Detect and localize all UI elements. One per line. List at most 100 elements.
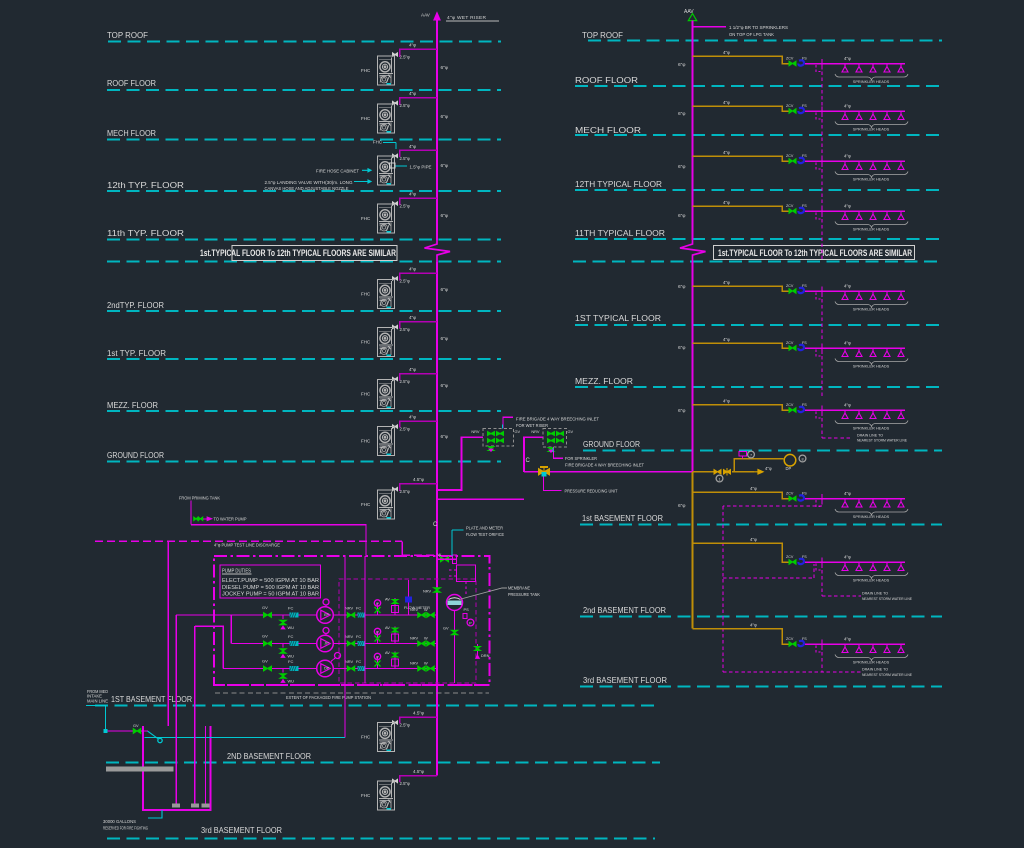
svg-text:TOP ROOF: TOP ROOF xyxy=(107,31,148,40)
svg-text:GV: GV xyxy=(133,723,139,728)
svg-text:FC: FC xyxy=(356,634,361,639)
svg-text:1ST TYPICAL FLOOR: 1ST TYPICAL FLOOR xyxy=(575,314,661,323)
svg-text:FHC: FHC xyxy=(361,502,371,507)
svg-text:PUMP DUTIES: PUMP DUTIES xyxy=(222,569,251,575)
svg-text:2nd BASEMENT FLOOR: 2nd BASEMENT FLOOR xyxy=(583,606,666,615)
svg-text:2.5"φ LANDING VALVE WITH(30)m.: 2.5"φ LANDING VALVE WITH(30)m. LONG xyxy=(265,180,354,185)
svg-text:11TH TYPICAL FLOOR: 11TH TYPICAL FLOOR xyxy=(575,229,665,238)
svg-text:FS: FS xyxy=(802,341,807,345)
svg-text:JP: JP xyxy=(324,642,329,646)
svg-text:1st.TYPICAL FLOOR To 12th: 1st.TYPICAL FLOOR To 12th TYPICAL FLOORS… xyxy=(718,248,912,259)
svg-text:6"φ: 6"φ xyxy=(441,65,448,71)
svg-text:4"φ: 4"φ xyxy=(844,154,851,159)
svg-text:6"φ: 6"φ xyxy=(678,345,685,351)
svg-text:4"φ: 4"φ xyxy=(844,204,851,209)
svg-text:ZCV: ZCV xyxy=(786,104,794,108)
svg-text:C: C xyxy=(526,458,531,464)
svg-text:4"φ: 4"φ xyxy=(723,280,730,285)
svg-text:FROM MED: FROM MED xyxy=(87,689,108,694)
svg-text:4"φ: 4"φ xyxy=(723,150,730,155)
svg-text:NRV: NRV xyxy=(410,661,419,666)
svg-text:FS: FS xyxy=(802,492,807,496)
svg-text:PRESSURE REDUCING UNIT: PRESSURE REDUCING UNIT xyxy=(565,489,618,494)
svg-text:4.5"φ: 4.5"φ xyxy=(413,711,424,716)
svg-text:FS: FS xyxy=(802,637,807,641)
svg-text:SPRINKLER HEADS: SPRINKLER HEADS xyxy=(853,177,890,182)
svg-text:ON TOP OF LPG TANK: ON TOP OF LPG TANK xyxy=(729,32,774,37)
svg-text:SPRINKLER HEADS: SPRINKLER HEADS xyxy=(853,127,890,132)
svg-text:FROM PRIMING TANK: FROM PRIMING TANK xyxy=(179,496,220,501)
svg-text:W: W xyxy=(424,607,428,612)
svg-text:FC: FC xyxy=(288,634,293,639)
svg-text:4"φ: 4"φ xyxy=(750,486,757,491)
svg-text:6"φ: 6"φ xyxy=(678,164,685,170)
svg-text:30000 GALLONS: 30000 GALLONS xyxy=(103,819,136,824)
svg-text:FS: FS xyxy=(802,284,807,288)
svg-text:6"φ: 6"φ xyxy=(441,383,448,389)
svg-text:ZCV: ZCV xyxy=(786,284,794,288)
svg-text:ZCV: ZCV xyxy=(786,492,794,496)
svg-text:GV: GV xyxy=(443,626,449,631)
svg-text:DRAIN LINE TO: DRAIN LINE TO xyxy=(857,434,883,438)
svg-text:DP: DP xyxy=(786,466,792,471)
svg-text:ZCV: ZCV xyxy=(786,637,794,641)
svg-text:4"φ: 4"φ xyxy=(844,284,851,289)
svg-text:2.5"φ: 2.5"φ xyxy=(400,489,410,494)
svg-text:NRV: NRV xyxy=(471,429,480,434)
svg-text:TO WATER PUMP: TO WATER PUMP xyxy=(214,517,247,522)
svg-text:JOCKEY PUMP = 50 IGPM AT 1: JOCKEY PUMP = 50 IGPM AT 10 BAR xyxy=(222,592,319,598)
svg-text:SPRINKLER HEADS: SPRINKLER HEADS xyxy=(853,514,890,519)
svg-text:DIESEL PUMP = 500 IGPM AT: DIESEL PUMP = 500 IGPM AT 10 BAR xyxy=(222,585,319,591)
svg-text:1st BASEMENT FLOOR: 1st BASEMENT FLOOR xyxy=(582,514,663,523)
svg-text:ZCV: ZCV xyxy=(786,403,794,407)
svg-text:2.5"φ: 2.5"φ xyxy=(400,55,410,60)
svg-text:1st TYP. FLOOR: 1st TYP. FLOOR xyxy=(107,349,166,358)
svg-text:4"φ: 4"φ xyxy=(409,192,416,197)
svg-text:NRV: NRV xyxy=(345,659,354,664)
svg-text:2.5"φ: 2.5"φ xyxy=(400,327,410,332)
svg-text:FIRE HOSE CABINET: FIRE HOSE CABINET xyxy=(316,169,359,174)
svg-text:FHC: FHC xyxy=(361,340,371,345)
svg-text:FIRE BRIGADE 4 WAY BREECHING I: FIRE BRIGADE 4 WAY BREECHING INLET xyxy=(565,463,644,468)
svg-text:4"φ: 4"φ xyxy=(723,50,730,55)
svg-text:GROUND FLOOR: GROUND FLOOR xyxy=(107,451,164,460)
svg-text:MECH FLOOR: MECH FLOOR xyxy=(575,126,641,135)
svg-text:2.5"φ: 2.5"φ xyxy=(400,427,410,432)
svg-text:W: W xyxy=(424,636,428,641)
svg-text:ELECT.PUMP = 500 IGPM AT: ELECT.PUMP = 500 IGPM AT 10 BAR xyxy=(222,578,319,584)
svg-text:2ND BASEMENT FLOOR: 2ND BASEMENT FLOOR xyxy=(227,752,311,761)
svg-text:C: C xyxy=(433,522,438,528)
svg-text:FS: FS xyxy=(802,204,807,208)
svg-text:6"φ: 6"φ xyxy=(441,163,448,169)
svg-text:FS: FS xyxy=(802,403,807,407)
svg-text:AV: AV xyxy=(385,625,390,630)
svg-text:FHC: FHC xyxy=(361,392,371,397)
svg-text:2ndTYP. FLOOR: 2ndTYP. FLOOR xyxy=(107,301,164,310)
svg-text:2.5"φ: 2.5"φ xyxy=(400,781,410,786)
svg-text:GV: GV xyxy=(568,429,574,434)
svg-text:6"φ: 6"φ xyxy=(441,336,448,342)
svg-text:6"φ: 6"φ xyxy=(678,284,685,290)
svg-text:MEZZ. FLOOR: MEZZ. FLOOR xyxy=(107,401,158,410)
svg-text:4"φ: 4"φ xyxy=(750,623,757,628)
svg-text:MECH FLOOR: MECH FLOOR xyxy=(107,129,156,138)
svg-text:FHC: FHC xyxy=(361,439,371,444)
svg-text:GV: GV xyxy=(515,429,521,434)
svg-text:FHC: FHC xyxy=(361,292,371,297)
svg-text:NRV: NRV xyxy=(531,429,540,434)
svg-text:FIRE BRIGADE 4 WAY BREECHING I: FIRE BRIGADE 4 WAY BREECHING INLET xyxy=(516,416,599,421)
svg-text:4"φ: 4"φ xyxy=(409,415,416,420)
svg-text:INTAKE: INTAKE xyxy=(87,694,102,699)
svg-text:TOP ROOF: TOP ROOF xyxy=(582,31,623,40)
svg-text:3rd BASEMENT FLOOR: 3rd BASEMENT FLOOR xyxy=(583,676,667,685)
svg-text:4"φ: 4"φ xyxy=(844,56,851,61)
svg-text:4"φ WET RISER: 4"φ WET RISER xyxy=(447,15,487,21)
svg-text:FHC: FHC xyxy=(361,216,371,221)
svg-text:1ST BASEMENT FLOOR: 1ST BASEMENT FLOOR xyxy=(111,695,192,704)
svg-text:ZCV: ZCV xyxy=(786,341,794,345)
svg-text:4"φ: 4"φ xyxy=(409,91,416,96)
svg-text:2.5"φ: 2.5"φ xyxy=(400,156,410,161)
svg-text:FOR WET RISER: FOR WET RISER xyxy=(516,423,548,428)
svg-text:4"φ: 4"φ xyxy=(409,43,416,48)
svg-text:EXTENT OF PACKAGED FIRE PUMP S: EXTENT OF PACKAGED FIRE PUMP STATION xyxy=(286,695,371,700)
